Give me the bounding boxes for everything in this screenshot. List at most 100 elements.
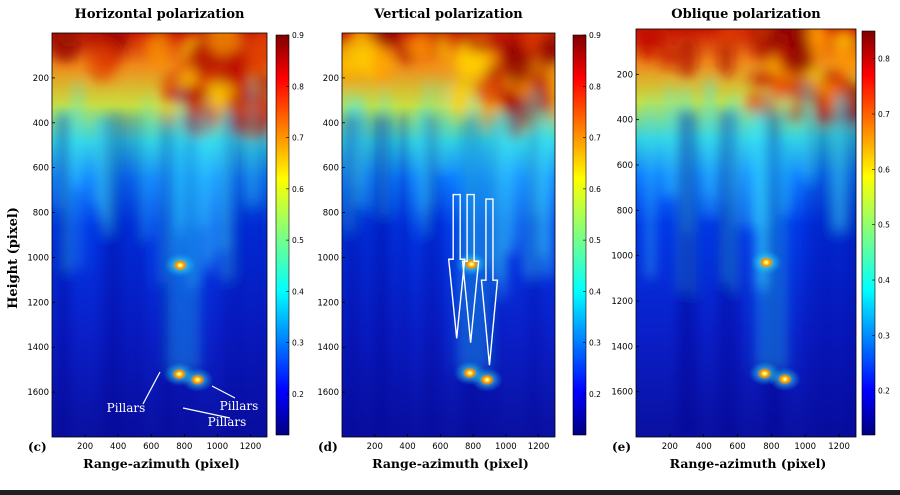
hotspot-1 (759, 256, 774, 268)
colorbar-tick-label: 0.4 (589, 287, 601, 296)
colorbar-tick-label: 0.7 (292, 134, 304, 143)
y-tick-label: 1200 (317, 298, 339, 308)
hotspot-3 (190, 374, 205, 386)
x-tick-label: 200 (77, 442, 93, 452)
x-tick-label: 400 (399, 442, 415, 452)
y-tick-label: 600 (323, 164, 339, 174)
colorbar (275, 34, 290, 436)
x-axis-label: Range-azimuth (pixel) (670, 456, 827, 471)
colorbar-tick-label: 0.9 (589, 31, 601, 40)
y-tick-label: 1000 (27, 253, 49, 263)
hotspot-1 (173, 259, 188, 271)
heatmap (342, 33, 555, 437)
y-tick-label: 600 (617, 161, 633, 171)
plot-frame (51, 32, 268, 438)
colorbar-tick-label: 0.6 (878, 165, 890, 174)
y-tick-label: 1400 (317, 343, 339, 353)
y-axis-label: Height (pixel) (6, 207, 21, 309)
annotation-arrow-2 (461, 193, 480, 343)
x-tick-label: 400 (696, 442, 712, 452)
hotspot-3 (777, 373, 792, 385)
y-tick-label: 400 (323, 119, 339, 129)
annotation-arrow-3 (480, 198, 499, 366)
colorbar-tick-label: 0.2 (292, 390, 304, 399)
hotspot-3 (480, 374, 495, 386)
y-tick-label: 800 (323, 209, 339, 219)
colorbar-tick-label: 0.7 (589, 134, 601, 143)
y-tick-label: 400 (617, 116, 633, 126)
x-tick-label: 1000 (207, 442, 229, 452)
x-tick-label: 600 (432, 442, 448, 452)
colorbar-tick-label: 0.9 (292, 31, 304, 40)
annotation-leader-line (211, 385, 236, 399)
colorbar-tick-label: 0.3 (878, 331, 890, 340)
x-tick-label: 1200 (528, 442, 550, 452)
panel-2: Vertical polarization 200 400 600 800 1000 120… (317, 7, 601, 471)
y-tick-label: 1600 (611, 388, 633, 398)
annotation-leader-line (182, 407, 231, 419)
x-tick-label: 800 (176, 442, 192, 452)
y-tick-label: 200 (323, 74, 339, 84)
y-tick-label: 1400 (27, 343, 49, 353)
heatmap (636, 29, 856, 437)
colorbar-tick-label: 0.7 (878, 110, 890, 119)
panel-title: Oblique polarization (671, 7, 821, 22)
panel-letter: (e) (612, 440, 631, 454)
y-tick-label: 1400 (611, 342, 633, 352)
figure-bottom-border (0, 490, 900, 495)
x-tick-label: 200 (662, 442, 678, 452)
annotation-arrow-1 (447, 193, 466, 339)
y-tick-label: 800 (33, 209, 49, 219)
y-tick-label: 1600 (317, 388, 339, 398)
x-tick-label: 800 (465, 442, 481, 452)
colorbar (861, 30, 876, 436)
colorbar-tick-label: 0.3 (589, 339, 601, 348)
panel-title: Vertical polarization (373, 7, 523, 22)
x-tick-label: 1000 (794, 442, 816, 452)
x-tick-label: 1200 (828, 442, 850, 452)
colorbar-tick-label: 0.8 (589, 82, 601, 91)
y-tick-label: 400 (33, 119, 49, 129)
y-tick-label: 600 (33, 164, 49, 174)
annotation-label: Pillars (208, 415, 247, 429)
y-tick-label: 1000 (317, 253, 339, 263)
annotation-leader-line (142, 371, 161, 405)
colorbar-tick-label: 0.6 (292, 185, 304, 194)
annotation-label: Pillars (220, 399, 259, 413)
y-tick-label: 1200 (611, 297, 633, 307)
hotspot-2 (757, 368, 772, 380)
y-tick-label: 800 (617, 206, 633, 216)
plot-frame (341, 32, 556, 438)
panel-1: Horizontal polarization 200 400 600 800 1000 1… (27, 7, 304, 471)
y-tick-label: 1000 (611, 252, 633, 262)
plot-frame (635, 28, 857, 438)
y-tick-label: 200 (33, 74, 49, 84)
heatmap-texture (52, 33, 267, 437)
colorbar-tick-label: 0.3 (292, 339, 304, 348)
colorbar (572, 34, 587, 436)
colorbar-tick-label: 0.4 (878, 276, 890, 285)
colorbar-tick-label: 0.5 (878, 221, 890, 230)
x-tick-label: 200 (367, 442, 383, 452)
colorbar-tick-label: 0.8 (878, 55, 890, 64)
x-tick-label: 1000 (495, 442, 517, 452)
x-axis-label: Range-azimuth (pixel) (83, 456, 240, 471)
colorbar-tick-label: 0.2 (878, 387, 890, 396)
x-tick-label: 800 (763, 442, 779, 452)
x-tick-label: 600 (729, 442, 745, 452)
panel-title: Horizontal polarization (75, 7, 245, 22)
y-tick-label: 1200 (27, 298, 49, 308)
x-tick-label: 400 (110, 442, 126, 452)
x-tick-label: 600 (143, 442, 159, 452)
y-tick-label: 1600 (27, 388, 49, 398)
colorbar-tick-label: 0.5 (292, 236, 304, 245)
panel-letter: (c) (28, 440, 47, 454)
colorbar-tick-label: 0.8 (292, 82, 304, 91)
colorbar-tick-label: 0.2 (589, 390, 601, 399)
y-tick-label: 200 (617, 70, 633, 80)
colorbar-tick-label: 0.4 (292, 287, 304, 296)
panel-letter: (d) (318, 440, 338, 454)
x-tick-label: 1200 (240, 442, 262, 452)
colorbar-tick-label: 0.6 (589, 185, 601, 194)
